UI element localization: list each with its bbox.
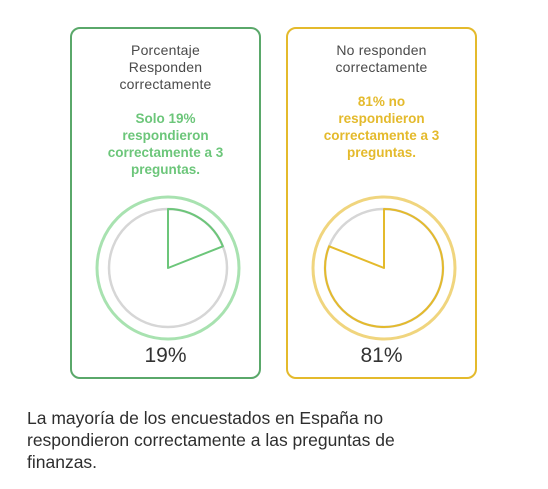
title-line: Porcentaje (131, 42, 200, 58)
note-line: respondieron (338, 111, 425, 126)
title-line: No responden (336, 42, 427, 58)
note-line: correctamente a 3 (323, 128, 440, 143)
pie-outer-ring (311, 195, 457, 341)
pie-slice (324, 208, 444, 328)
pie-chart-incorrect (311, 195, 457, 341)
card-note: Solo 19% respondieron correctamente a 3 … (78, 110, 253, 178)
pie-outer-ring (95, 195, 241, 341)
note-line: Solo 19% (135, 111, 196, 126)
card-title: No responden correctamente (294, 42, 469, 76)
title-line: Responden (128, 59, 203, 75)
note-line: 81% no (357, 94, 406, 109)
caption: La mayoría de los encuestados en España … (27, 407, 532, 473)
pie-chart-correct (95, 195, 241, 341)
pie-slice (167, 208, 224, 269)
percent-label: 81% (360, 344, 403, 367)
card-note: 81% no respondieron correctamente a 3 pr… (294, 93, 469, 161)
title-line: correctamente (119, 76, 212, 92)
note-line: correctamente a 3 (107, 145, 224, 160)
card-correct: Porcentaje Responden correctamente Solo … (70, 27, 261, 379)
caption-line: La mayoría de los encuestados en España … (27, 408, 384, 428)
percent-label: 19% (144, 344, 187, 367)
caption-line: respondieron correctamente a las pregunt… (27, 430, 395, 450)
note-line: preguntas. (130, 162, 200, 177)
title-line: correctamente (335, 59, 428, 75)
note-line: preguntas. (346, 145, 416, 160)
note-line: respondieron (122, 128, 209, 143)
card-title: Porcentaje Responden correctamente (78, 42, 253, 93)
card-incorrect: No responden correctamente 81% no respon… (286, 27, 477, 379)
caption-line: finanzas. (27, 452, 98, 472)
